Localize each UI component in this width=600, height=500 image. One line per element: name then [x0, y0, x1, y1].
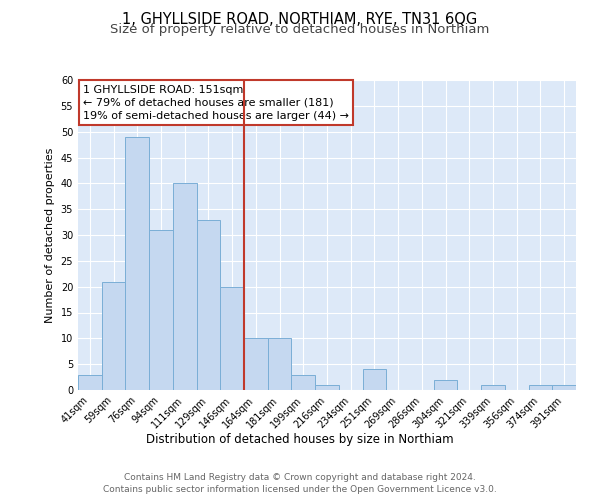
Bar — [268, 338, 292, 390]
Bar — [197, 220, 220, 390]
Bar — [173, 184, 197, 390]
Text: Contains HM Land Registry data © Crown copyright and database right 2024.: Contains HM Land Registry data © Crown c… — [124, 472, 476, 482]
Text: 1 GHYLLSIDE ROAD: 151sqm
← 79% of detached houses are smaller (181)
19% of semi-: 1 GHYLLSIDE ROAD: 151sqm ← 79% of detach… — [83, 84, 349, 121]
Bar — [529, 385, 552, 390]
Text: Size of property relative to detached houses in Northiam: Size of property relative to detached ho… — [110, 22, 490, 36]
Bar — [220, 286, 244, 390]
Bar — [481, 385, 505, 390]
Bar — [315, 385, 339, 390]
Bar — [362, 370, 386, 390]
Bar — [125, 137, 149, 390]
Bar — [78, 374, 102, 390]
Bar — [292, 374, 315, 390]
Bar — [552, 385, 576, 390]
Bar — [149, 230, 173, 390]
Bar — [102, 282, 125, 390]
Bar — [244, 338, 268, 390]
Text: Contains public sector information licensed under the Open Government Licence v3: Contains public sector information licen… — [103, 485, 497, 494]
Text: 1, GHYLLSIDE ROAD, NORTHIAM, RYE, TN31 6QG: 1, GHYLLSIDE ROAD, NORTHIAM, RYE, TN31 6… — [122, 12, 478, 28]
Bar — [434, 380, 457, 390]
Text: Distribution of detached houses by size in Northiam: Distribution of detached houses by size … — [146, 432, 454, 446]
Y-axis label: Number of detached properties: Number of detached properties — [45, 148, 55, 322]
